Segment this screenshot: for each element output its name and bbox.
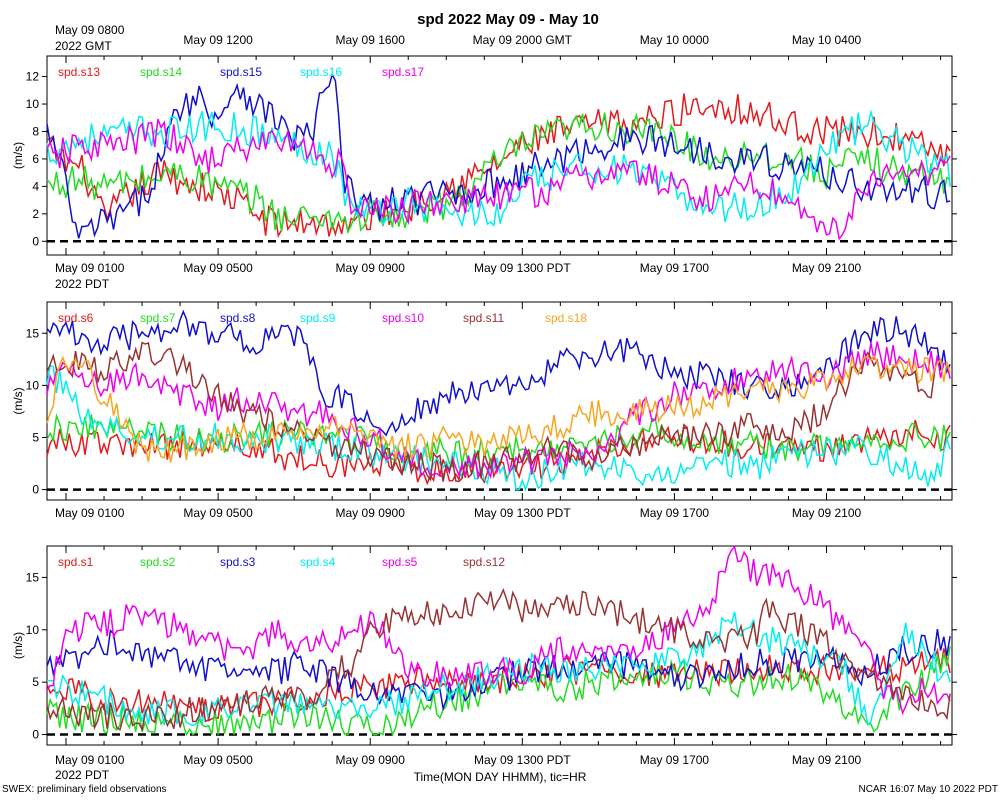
chart-title: spd 2022 May 09 - May 10 (417, 11, 599, 28)
y-tick-label: 2 (32, 207, 39, 221)
bottom-axis-tick-label: May 09 1700 (640, 261, 710, 275)
top-axis-start-line2: 2022 GMT (55, 39, 112, 53)
legend-spd.s18: spd.s18 (545, 311, 587, 325)
legend-spd.s1: spd.s1 (58, 555, 94, 569)
x-axis-label: Time(MON DAY HHMM), tic=HR (414, 770, 587, 784)
legend-spd.s4: spd.s4 (300, 555, 336, 569)
legend-spd.s2: spd.s2 (140, 555, 176, 569)
legend-spd.s12: spd.s12 (463, 555, 505, 569)
bottom-axis-start-line1: May 09 0100 (55, 753, 125, 767)
y-tick-label: 10 (26, 378, 40, 392)
series-line-spd.s11 (46, 341, 936, 483)
legend-spd.s6: spd.s6 (58, 311, 94, 325)
bottom-axis-tick-label: May 09 1300 PDT (474, 506, 571, 520)
top-axis-tick-label: May 10 0400 (792, 33, 862, 47)
footer-left-note: SWEX: preliminary field observations (2, 784, 167, 795)
bottom-axis-tick-label: May 09 2100 (792, 753, 862, 767)
legend-spd.s3: spd.s3 (220, 555, 256, 569)
top-axis-tick-label: May 09 1200 (183, 33, 253, 47)
series-line-spd.s12 (46, 587, 951, 732)
footer-right-stamp: NCAR 16:07 May 10 2022 PDT (858, 784, 998, 795)
y-tick-label: 8 (32, 124, 39, 138)
legend-spd.s7: spd.s7 (140, 311, 176, 325)
bottom-axis-start-line2: 2022 PDT (55, 768, 110, 782)
series-line-spd.s1 (46, 647, 951, 722)
series-line-spd.s18 (46, 354, 951, 463)
legend-spd.s5: spd.s5 (382, 555, 418, 569)
bottom-axis-start-line1: May 09 0100 (55, 261, 125, 275)
panel-1: 0 2 4 6 8 10 12 (m/s) spd.s13 spd.s14 spd.s15 spd.s… (11, 33, 957, 291)
bottom-axis-tick-label: May 09 1700 (640, 753, 710, 767)
y-tick-label: 10 (26, 623, 40, 637)
series-line-spd.s15 (46, 72, 951, 239)
bottom-axis-tick-label: May 09 0500 (183, 506, 253, 520)
bottom-axis-tick-label: May 09 0900 (336, 753, 406, 767)
legend-spd.s14: spd.s14 (140, 65, 182, 79)
panel-frame (46, 545, 953, 746)
y-tick-label: 0 (32, 483, 39, 497)
bottom-axis-tick-label: May 09 2100 (792, 261, 862, 275)
legend-spd.s10: spd.s10 (382, 311, 424, 325)
top-axis-tick-label: May 10 0000 (640, 33, 710, 47)
bottom-axis-tick-label: May 09 2100 (792, 506, 862, 520)
bottom-axis-tick-label: May 09 1300 PDT (474, 261, 571, 275)
legend-spd.s13: spd.s13 (58, 65, 100, 79)
bottom-axis-tick-label: May 09 0500 (183, 753, 253, 767)
bottom-axis-tick-label: May 09 0500 (183, 261, 253, 275)
series-line-spd.s17 (46, 118, 951, 241)
y-tick-label: 5 (32, 675, 39, 689)
legend-spd.s11: spd.s11 (463, 311, 504, 325)
series-line-spd.s13 (46, 93, 951, 238)
y-axis-label: (m/s) (11, 142, 25, 169)
bottom-axis-tick-label: May 09 0900 (336, 261, 406, 275)
y-axis-label: (m/s) (11, 387, 25, 414)
legend-spd.s15: spd.s15 (220, 65, 262, 79)
series-line-spd.s14 (46, 112, 951, 235)
y-axis-label: (m/s) (11, 632, 25, 659)
panel-3: 0 5 10 15 (m/s) spd.s1 spd.s2 spd.s3 spd.s4 spd.s… (11, 545, 957, 782)
y-tick-label: 4 (32, 179, 39, 193)
panel-frame (46, 55, 953, 256)
top-axis-tick-label: May 09 1600 (336, 33, 406, 47)
y-tick-label: 10 (26, 97, 40, 111)
legend-spd.s9: spd.s9 (300, 311, 336, 325)
panel-frame (46, 301, 953, 501)
series-line-spd.s10 (46, 341, 951, 480)
top-axis-tick-label: May 09 2000 GMT (473, 33, 573, 47)
y-tick-label: 15 (26, 570, 40, 584)
y-tick-label: 15 (26, 326, 40, 340)
series-line-spd.s8 (46, 309, 951, 437)
bottom-axis-tick-label: May 09 1700 (640, 506, 710, 520)
y-tick-label: 0 (32, 234, 39, 248)
top-axis-start-line1: May 09 0800 (55, 23, 125, 37)
y-tick-label: 5 (32, 430, 39, 444)
panel-2: 0 5 10 15 (m/s) spd.s6 spd.s7 spd.s8 spd.s9 spd.s… (11, 301, 957, 520)
series-line-spd.s5 (46, 545, 951, 716)
legend-spd.s16: spd.s16 (300, 65, 342, 79)
legend-spd.s8: spd.s8 (220, 311, 256, 325)
bottom-axis-start-line1: May 09 0100 (55, 506, 125, 520)
bottom-axis-tick-label: May 09 1300 PDT (474, 753, 571, 767)
y-tick-label: 0 (32, 728, 39, 742)
y-tick-label: 12 (26, 70, 40, 84)
legend-spd.s17: spd.s17 (382, 65, 424, 79)
bottom-axis-tick-label: May 09 0900 (336, 506, 406, 520)
series-line-spd.s16 (46, 109, 951, 228)
y-tick-label: 6 (32, 152, 39, 166)
bottom-axis-start-line2: 2022 PDT (55, 277, 110, 291)
